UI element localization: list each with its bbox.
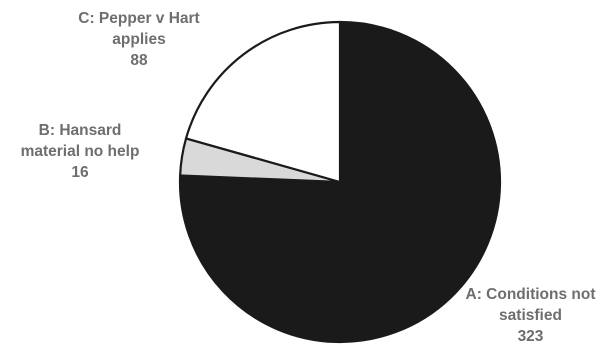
pie-slice-c (184, 20, 342, 184)
slice-label-b: B: Hansard material no help 16 (0, 120, 160, 183)
slice-label-c-line-1: C: Pepper v Hart (78, 10, 200, 27)
pie-slices (178, 20, 502, 344)
slice-label-b-line-1: B: Hansard (38, 122, 122, 139)
slice-label-a-line-2: satisfied (499, 307, 562, 324)
slice-label-a-line-1: A: Conditions not (465, 286, 596, 303)
slice-value-b: 16 (71, 164, 89, 181)
slice-label-b-line-2: material no help (20, 143, 140, 160)
slice-value-a: 323 (517, 328, 544, 345)
slice-label-a: A: Conditions not satisfied 323 (452, 284, 609, 347)
slice-label-c-line-2: applies (112, 31, 166, 48)
slice-label-c: C: Pepper v Hart applies 88 (64, 8, 214, 71)
slice-value-c: 88 (130, 52, 148, 69)
